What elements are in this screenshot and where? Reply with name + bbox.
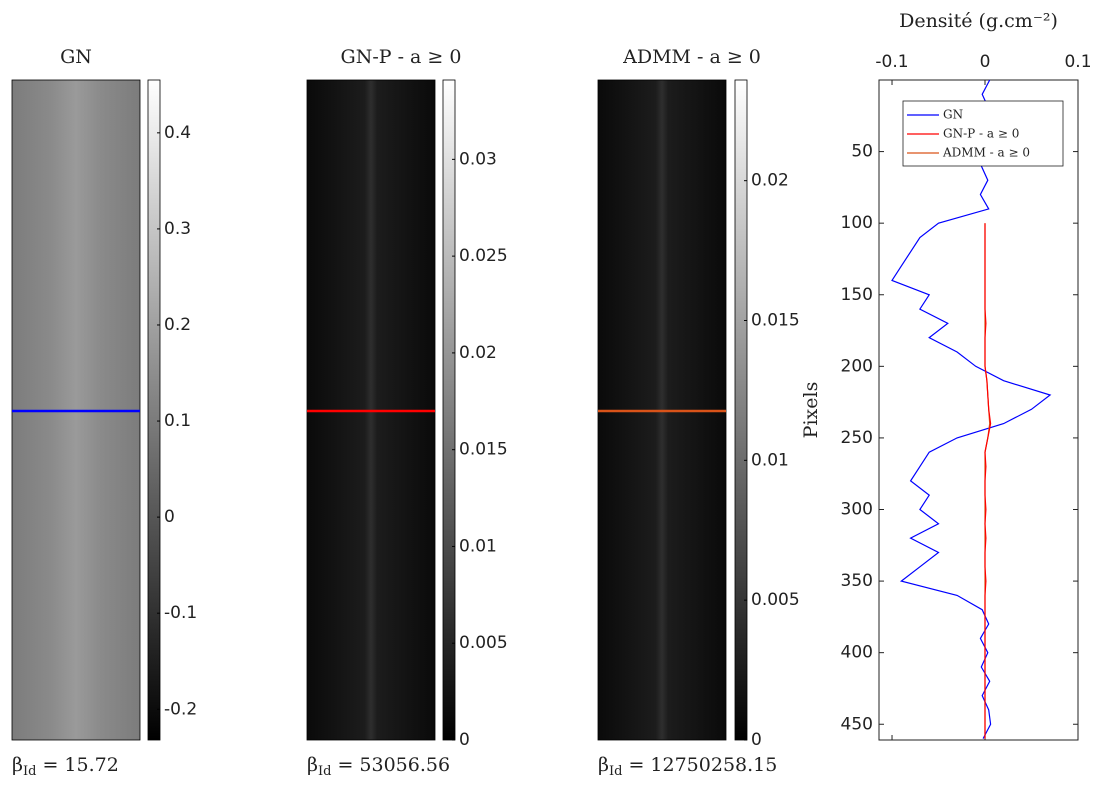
beta-value: = 15.72 [42,754,118,776]
y-tick-label: 400 [841,643,873,663]
x-tick-label: -0.1 [875,52,908,72]
colorbar-tick-label: 0.005 [751,590,800,610]
colorbar-tick-label: 0.005 [459,633,508,653]
colorbar-tick-label: 0.015 [459,440,508,460]
beta-value: = 12750258.15 [628,754,777,776]
x-tick-label: 0 [980,52,991,72]
colorbar-tick-label: 0.1 [164,411,191,431]
plot-area [878,79,1079,741]
colorbar-tick-label: 0.03 [459,149,497,169]
y-tick-label: 150 [841,285,873,305]
panel-title: GN [60,46,92,68]
panel-title: GN-P - a ≥ 0 [341,46,462,68]
colorbar-tick-label: -0.1 [164,603,197,623]
beta-note: βId = 12750258.15 [598,754,777,779]
beta-symbol: β [598,754,609,776]
colorbar-tick-label: 0 [164,507,175,527]
series-line [891,79,1052,739]
colorbar [147,79,161,741]
beta-value: = 53056.56 [337,754,450,776]
colorbar-tick-label: 0.3 [164,219,191,239]
colorbar-tick-label: -0.2 [164,699,197,719]
colorbar-tick-label: 0.025 [459,246,508,266]
colorbar-tick-label: 0.01 [459,536,497,556]
panel-title: ADMM - a ≥ 0 [622,46,761,68]
x-tick-label: 0.1 [1064,52,1091,72]
y-tick-label: 200 [841,356,873,376]
y-tick-label: 250 [841,428,873,448]
colorbar-tick-label: 0.015 [751,311,800,331]
colorbar-tick-label: 0.02 [459,343,497,363]
beta-subscript: Id [609,764,622,779]
colorbar [442,79,456,741]
colorbar [734,79,748,741]
colorbar-tick-label: 0.4 [164,123,191,143]
beta-note: βId = 15.72 [12,754,119,779]
y-tick-label: 300 [841,500,873,520]
beta-subscript: Id [23,764,36,779]
y-tick-label: 50 [851,142,873,162]
colorbar-tick-label: 0 [751,730,762,750]
beta-symbol: β [12,754,23,776]
colorbar-tick-label: 0.01 [751,450,789,470]
legend-label: ADMM - a ≥ 0 [942,146,1030,160]
colorbar-tick-label: 0 [459,730,470,750]
colorbar-tick-label: 0.02 [751,171,789,191]
series-line [984,223,992,739]
beta-symbol: β [307,754,318,776]
y-axis-label: Pixels [800,382,822,439]
y-tick-label: 350 [841,571,873,591]
y-tick-label: 100 [841,213,873,233]
beta-subscript: Id [318,764,331,779]
beta-note: βId = 53056.56 [307,754,450,779]
legend-label: GN-P - a ≥ 0 [943,127,1019,141]
y-tick-label: 450 [841,714,873,734]
colorbar-tick-label: 0.2 [164,315,191,335]
legend-label: GN [943,108,963,122]
x-axis-label: Densité (g.cm⁻²) [899,10,1058,32]
